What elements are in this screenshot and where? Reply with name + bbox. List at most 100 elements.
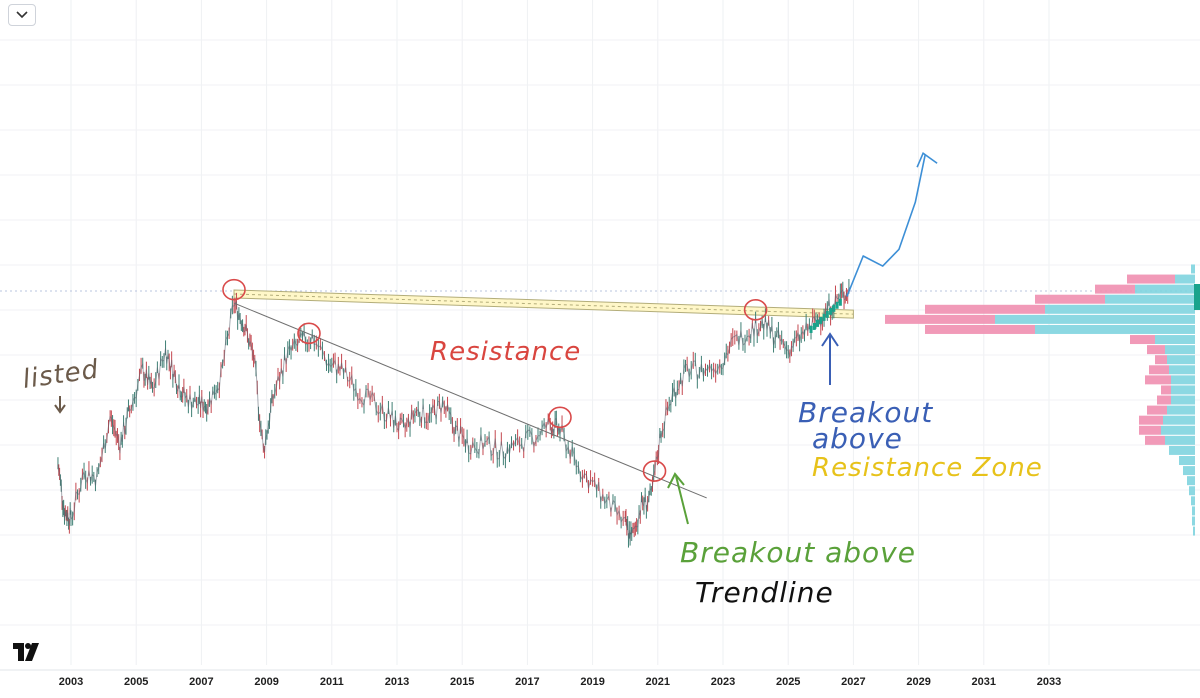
breakout-resistance-arrow-icon <box>821 332 839 385</box>
volume-bar-sell <box>925 324 1035 334</box>
annotation-resistance: Resistance <box>430 337 581 367</box>
volume-bar-buy <box>1035 324 1195 334</box>
breakout-candle <box>822 313 826 321</box>
projection-arrow <box>846 152 938 297</box>
volume-bar-buy <box>1171 385 1195 395</box>
volume-bar-buy <box>1189 486 1195 496</box>
annotation-breakout-1: Breakout <box>798 396 933 429</box>
volume-bar-sell <box>1147 345 1165 355</box>
x-tick-label: 2031 <box>972 676 996 688</box>
breakout-candle <box>812 322 816 330</box>
x-tick-label: 2003 <box>59 676 83 688</box>
volume-bar-buy <box>1167 405 1195 415</box>
projection-path <box>846 155 926 297</box>
annotation-breakout-2: above <box>812 422 903 455</box>
volume-bar-sell <box>1147 405 1167 415</box>
volume-bar-buy <box>1191 496 1195 506</box>
volume-bar-buy <box>1192 506 1195 516</box>
volume-bar-sell <box>1035 294 1105 304</box>
volume-bar-buy <box>1191 264 1195 274</box>
volume-bar-sell <box>1130 335 1155 345</box>
x-tick-label: 2023 <box>711 676 735 688</box>
volume-bar-buy <box>1169 365 1195 375</box>
x-tick-label: 2019 <box>580 676 604 688</box>
volume-bar-buy <box>1167 355 1195 365</box>
chevron-down-icon <box>16 11 28 19</box>
touch-marker-circle <box>743 298 768 321</box>
volume-bar-buy <box>1045 304 1195 314</box>
volume-bar-buy <box>1169 445 1195 455</box>
volume-bar-sell <box>1145 375 1171 385</box>
chart-menu-button[interactable] <box>8 4 36 26</box>
volume-bar-sell <box>1161 385 1171 395</box>
touch-marker-circle <box>548 406 572 429</box>
x-tick-label: 2009 <box>254 676 278 688</box>
touch-marker-circle <box>297 322 321 345</box>
breakout-candle <box>838 298 842 306</box>
breakout-candle <box>819 316 823 324</box>
x-tick-label: 2013 <box>385 676 409 688</box>
current-price-marker <box>1194 284 1200 310</box>
grid <box>0 0 1200 671</box>
volume-bar-sell <box>885 314 995 324</box>
x-tick-label: 2015 <box>450 676 474 688</box>
x-tick-label: 2029 <box>906 676 930 688</box>
listed-arrow-icon <box>54 396 66 414</box>
price-line <box>57 288 850 542</box>
volume-bar-sell <box>1155 355 1167 365</box>
volume-bar-sell <box>1145 435 1165 445</box>
volume-bar-buy <box>1179 456 1195 465</box>
volume-bar-buy <box>1155 335 1195 345</box>
volume-bar-sell <box>1157 395 1171 405</box>
breakout-candle <box>829 307 833 315</box>
x-tick-label: 2011 <box>320 676 344 688</box>
x-tick-label: 2017 <box>515 676 539 688</box>
annotation-breakout-3: Resistance Zone <box>812 453 1043 483</box>
breakout-candle <box>832 304 836 312</box>
breakout-candle <box>809 325 813 333</box>
touch-marker-circle <box>642 460 667 482</box>
x-tick-label: 2033 <box>1037 676 1061 688</box>
price-series <box>57 279 850 548</box>
volume-bar-buy <box>1183 466 1195 476</box>
volume-bar-buy <box>1165 345 1195 355</box>
volume-bar-buy <box>1175 274 1195 284</box>
projection-arrowhead-icon <box>916 152 938 168</box>
volume-bar-sell <box>1149 365 1169 375</box>
volume-bar-buy <box>1163 415 1195 425</box>
downtrend-line <box>233 302 707 499</box>
annotation-trend-2: Trendline <box>695 576 834 609</box>
volume-bar-buy <box>1135 284 1195 294</box>
x-tick-label: 2007 <box>189 676 213 688</box>
breakout-candle <box>835 301 839 309</box>
x-tick-label: 2021 <box>646 676 670 688</box>
resistance-zone-midline <box>233 293 854 315</box>
volume-bar-buy <box>1105 294 1195 304</box>
volume-profile <box>885 264 1195 536</box>
x-tick-label: 2025 <box>776 676 800 688</box>
volume-bar-buy <box>1192 516 1195 526</box>
volume-bar-buy <box>1161 425 1195 435</box>
x-axis: 2003 2005 2007 2009 2011 2013 2015 2017 2019 2021… <box>59 676 1061 688</box>
volume-bar-sell <box>1127 274 1175 284</box>
annotation-trend-1: Breakout above <box>680 536 916 569</box>
volume-bar-sell <box>1139 415 1163 425</box>
touch-marker-circle <box>222 278 246 301</box>
x-tick-label: 2005 <box>124 676 148 688</box>
breakout-candle <box>825 310 829 318</box>
volume-bar-sell <box>925 304 1045 314</box>
touch-markers <box>222 278 768 482</box>
volume-bar-sell <box>1095 284 1135 294</box>
volume-bar-buy <box>1171 395 1195 405</box>
breakout-candle <box>816 319 820 327</box>
volume-bar-buy <box>1165 435 1195 445</box>
breakout-trend-arrow-icon <box>667 472 689 525</box>
resistance-zone-band <box>233 289 854 319</box>
volume-bar-sell <box>1139 425 1161 435</box>
volume-bar-buy <box>1193 526 1195 536</box>
annotation-listed: listed <box>21 355 101 395</box>
volume-bar-buy <box>1171 375 1195 385</box>
tradingview-logo-icon <box>13 643 39 661</box>
